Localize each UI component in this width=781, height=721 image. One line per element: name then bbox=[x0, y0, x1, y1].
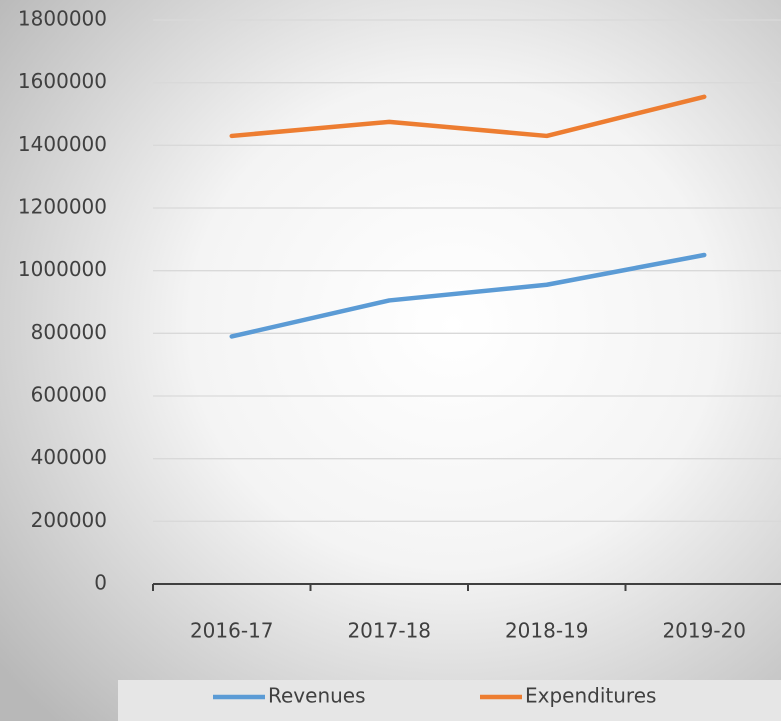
y-tick-label: 1200000 bbox=[18, 195, 107, 219]
y-tick-label: 1600000 bbox=[18, 69, 107, 93]
legend-label: Revenues bbox=[268, 684, 366, 708]
y-tick-label: 1400000 bbox=[18, 132, 107, 156]
legend-label: Expenditures bbox=[525, 684, 656, 708]
y-tick-label: 1800000 bbox=[18, 7, 107, 31]
x-tick-label: 2017-18 bbox=[347, 619, 431, 643]
y-tick-label: 200000 bbox=[31, 508, 107, 532]
y-tick-label: 1000000 bbox=[18, 257, 107, 281]
x-tick-label: 2018-19 bbox=[505, 619, 589, 643]
y-tick-label: 0 bbox=[94, 571, 107, 595]
line-series bbox=[229, 94, 707, 139]
y-tick-label: 800000 bbox=[31, 320, 107, 344]
y-tick-label: 600000 bbox=[31, 383, 107, 407]
line-series bbox=[229, 252, 707, 339]
x-tick-label: 2019-20 bbox=[662, 619, 746, 643]
x-tick-label: 2016-17 bbox=[190, 619, 274, 643]
legend-box bbox=[118, 680, 781, 721]
y-tick-label: 400000 bbox=[31, 445, 107, 469]
